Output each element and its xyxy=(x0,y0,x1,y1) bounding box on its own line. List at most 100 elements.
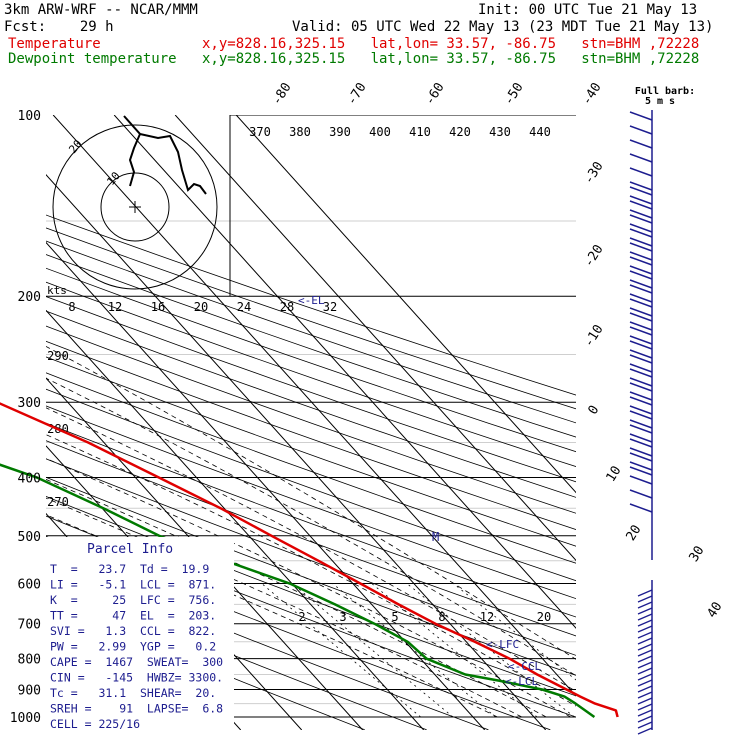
wind-barb xyxy=(629,251,653,261)
dewpoint-location: x,y=828.16,325.15 lat,lon= 33.57, -86.75… xyxy=(202,51,700,67)
parcel-row: CIN = -145 HWBZ= 3300. xyxy=(50,671,223,685)
wind-barb xyxy=(629,410,653,420)
wind-barb xyxy=(629,307,653,317)
wind-barb xyxy=(629,153,653,163)
moist-label: 16 xyxy=(151,300,165,314)
hodograph-ring-label: 20 xyxy=(66,137,84,156)
dry-adiabat xyxy=(46,476,576,676)
wind-barb-lower xyxy=(637,721,653,729)
mixing-ratio-line xyxy=(452,583,576,681)
theta-label: 400 xyxy=(369,125,391,139)
wind-barb xyxy=(629,396,653,406)
isotherm-label: 30 xyxy=(687,544,708,565)
wind-barb xyxy=(629,354,653,364)
wind-barb xyxy=(629,125,653,135)
dry-adiabat xyxy=(46,281,576,468)
theta-label-left: 290 xyxy=(47,349,69,363)
wind-barb xyxy=(629,195,653,205)
theta-label: 420 xyxy=(449,125,471,139)
moist-adiabat xyxy=(46,434,576,707)
parcel-info-panel: Parcel Info T = 23.7 Td = 19.9 LI = -5.1 L… xyxy=(46,537,234,731)
wind-barb-lower xyxy=(637,625,653,633)
mixing-ratio-line xyxy=(371,583,538,718)
forecast-hour: Fcst: 29 h xyxy=(4,19,114,35)
wind-barb-lower xyxy=(637,619,653,627)
isotherm-label: 20 xyxy=(624,523,645,544)
wind-barb xyxy=(629,363,653,373)
wind-barb xyxy=(629,265,653,275)
theta-label: 410 xyxy=(409,125,431,139)
hodograph-ring-label: 10 xyxy=(104,169,122,188)
hodograph-units: kts xyxy=(47,284,67,297)
isotherm-label: 40 xyxy=(705,600,726,621)
isotherm-label: -30 xyxy=(581,159,606,187)
theta-label: 440 xyxy=(529,125,551,139)
moist-label: 28 xyxy=(280,300,294,314)
wind-barb xyxy=(629,312,653,322)
dry-adiabat xyxy=(46,422,576,618)
mixing-ratio-label: 2 xyxy=(298,610,305,624)
dry-adiabat xyxy=(46,214,576,396)
temperature-location: x,y=828.16,325.15 lat,lon= 33.57, -86.75… xyxy=(202,36,700,52)
wind-barb-lower xyxy=(637,715,653,723)
wind-barb xyxy=(629,466,653,476)
parcel-row: SVI = 1.3 CCL = 822. xyxy=(50,624,216,638)
wind-barb xyxy=(629,223,653,233)
pressure-label: 700 xyxy=(18,618,41,633)
wind-barb-lower xyxy=(637,613,653,621)
isotherm xyxy=(46,377,364,730)
dry-adiabat xyxy=(46,227,576,410)
wind-barb xyxy=(629,326,653,336)
wind-barb xyxy=(629,419,653,429)
dry-adiabat xyxy=(46,254,576,438)
dry-adiabat xyxy=(46,388,576,582)
wind-barb xyxy=(629,321,653,331)
mixing-ratio-line xyxy=(291,583,454,718)
wind-barb xyxy=(629,237,653,247)
parcel-row: SREH = 91 LAPSE= 6.8 xyxy=(50,702,223,716)
wind-barb-lower xyxy=(637,643,653,651)
pressure-label: 1000 xyxy=(10,711,41,726)
wind-barb xyxy=(629,382,653,392)
wind-barb xyxy=(629,228,653,238)
wind-barb xyxy=(629,475,653,485)
wind-barb-lower xyxy=(637,601,653,609)
parcel-row: T = 23.7 Td = 19.9 xyxy=(50,562,209,576)
pressure-label: 400 xyxy=(18,471,41,486)
dry-adiabat xyxy=(46,600,365,730)
isotherm-label: -20 xyxy=(581,242,606,270)
parcel-level-label: <-LCL xyxy=(505,675,538,688)
pressure-label: 300 xyxy=(18,396,41,411)
wind-barb xyxy=(629,167,653,177)
pressure-label: 200 xyxy=(18,290,41,305)
isotherm xyxy=(235,115,576,494)
parcel-row: CELL = 225/16 xyxy=(50,717,140,731)
moist-label: 20 xyxy=(194,300,208,314)
moist-adiabat xyxy=(46,479,547,718)
wind-barb-lower xyxy=(637,661,653,669)
wind-barb-lower xyxy=(637,667,653,675)
pressure-label: 800 xyxy=(18,653,41,668)
parcel-row: PW = 2.99 YGP = 0.2 xyxy=(50,640,216,654)
dry-adiabat xyxy=(46,496,576,697)
wind-barb-lower xyxy=(637,649,653,657)
wind-barb xyxy=(629,209,653,219)
wind-barb xyxy=(629,391,653,401)
isotherm-label: 10 xyxy=(604,464,625,485)
moist-label: 32 xyxy=(323,300,337,314)
wind-barb xyxy=(629,242,653,252)
isotherm xyxy=(174,115,576,562)
init-time: Init: 00 UTC Tue 21 May 13 xyxy=(478,2,698,18)
wind-barb xyxy=(629,293,653,303)
dry-adiabat xyxy=(46,458,576,656)
wind-barb-lower xyxy=(637,655,653,663)
parcel-panel-bg xyxy=(46,537,234,730)
theta-label: 390 xyxy=(329,125,351,139)
wind-barb xyxy=(629,279,653,289)
pressure-label: 900 xyxy=(18,683,41,698)
dry-adiabat xyxy=(46,440,576,637)
moist-label: 12 xyxy=(108,300,122,314)
wind-barb xyxy=(629,335,653,345)
isotherm xyxy=(46,174,547,730)
wind-barb-lower xyxy=(637,703,653,711)
